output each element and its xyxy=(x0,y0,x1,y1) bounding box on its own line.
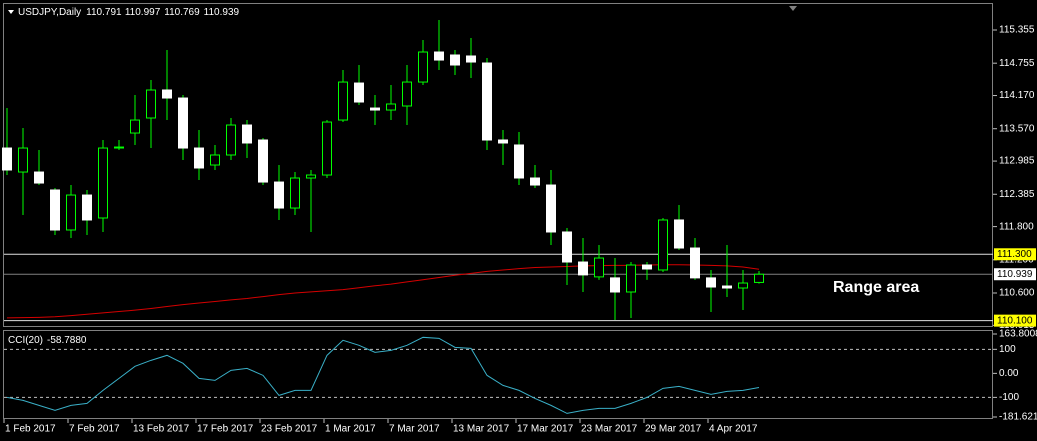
candle-body xyxy=(210,154,220,166)
menu-arrow xyxy=(8,10,14,14)
y-tick-label: 115.355 xyxy=(999,25,1035,36)
candle-body xyxy=(578,261,588,276)
candle-body xyxy=(354,82,364,103)
candle-body xyxy=(722,285,732,289)
candle-body xyxy=(514,144,524,179)
candle-body xyxy=(98,147,108,219)
x-tick-label: 4 Apr 2017 xyxy=(709,424,758,435)
x-tick-label: 13 Mar 2017 xyxy=(453,424,510,435)
y-tick-label: -100 xyxy=(999,392,1019,403)
candle-body xyxy=(530,177,540,186)
y-tick-label: 111.800 xyxy=(999,221,1034,232)
candle-body xyxy=(178,97,188,149)
candle-body xyxy=(258,139,268,183)
level-label-box xyxy=(994,314,1036,327)
cci-panel-frame xyxy=(3,330,993,419)
candle-body xyxy=(162,89,172,99)
y-tick-label: 113.570 xyxy=(999,123,1035,134)
candle-body xyxy=(2,147,12,171)
x-tick-label: 29 Mar 2017 xyxy=(645,424,702,435)
candle-body xyxy=(226,124,236,156)
y-tick-label: 112.985 xyxy=(999,156,1035,167)
x-tick-label: 1 Mar 2017 xyxy=(325,424,376,435)
candle-body xyxy=(594,257,604,278)
cci-title: CCI(20) xyxy=(8,335,43,346)
candle-body xyxy=(434,51,444,61)
candle-body xyxy=(610,277,620,293)
x-tick-label: 7 Feb 2017 xyxy=(69,424,120,435)
candle-body xyxy=(498,139,508,144)
chart-header: USDJPY,Daily 110.791 110.997 110.769 110.939 xyxy=(18,7,240,18)
y-tick-label: 110.600 xyxy=(999,288,1035,299)
candle-body xyxy=(274,181,284,209)
candle-body xyxy=(562,231,572,263)
candle-body xyxy=(642,264,652,270)
level-label-box xyxy=(994,248,1036,261)
x-tick-label: 13 Feb 2017 xyxy=(133,424,190,435)
level-label: 110.100 xyxy=(997,315,1033,326)
y-tick-label: -181.6217 xyxy=(999,412,1037,423)
header-open: 110.791 xyxy=(86,7,122,18)
candle-body xyxy=(386,103,396,111)
shift-marker xyxy=(789,6,797,11)
cci-current: -58.7880 xyxy=(47,335,87,346)
candle-body xyxy=(738,282,748,289)
candle-body xyxy=(114,146,124,149)
candle-body xyxy=(658,219,668,271)
candle-body xyxy=(626,264,636,293)
candle-body xyxy=(290,177,300,209)
cci-header: CCI(20) -58.7880 xyxy=(8,335,87,346)
x-tick-label: 23 Feb 2017 xyxy=(261,424,318,435)
candle-body xyxy=(370,107,380,111)
candle-body xyxy=(482,62,492,141)
candle-body xyxy=(146,89,156,119)
x-tick-label: 7 Mar 2017 xyxy=(389,424,440,435)
y-tick-label: 0.00 xyxy=(999,368,1019,379)
chart-title: USDJPY,Daily xyxy=(18,7,81,18)
y-tick-label: 112.385 xyxy=(999,189,1035,200)
candle-body xyxy=(82,194,92,221)
candle-body xyxy=(754,273,764,283)
y-tick-label: 100 xyxy=(999,344,1016,355)
candle-body xyxy=(690,247,700,279)
y-tick-label: 163.8008 xyxy=(999,329,1037,340)
annotation: Range area xyxy=(833,279,919,296)
candle-body xyxy=(130,119,140,134)
candle-body xyxy=(50,189,60,231)
candle-body xyxy=(322,121,332,176)
candle-body xyxy=(34,171,44,184)
candle-body xyxy=(450,54,460,66)
candle-body xyxy=(546,184,556,233)
header-low: 110.769 xyxy=(164,7,200,18)
candle-body xyxy=(466,55,476,63)
candle-body xyxy=(338,81,348,121)
candle-body xyxy=(242,124,252,144)
x-tick-label: 17 Feb 2017 xyxy=(197,424,254,435)
x-tick-label: 23 Mar 2017 xyxy=(581,424,638,435)
price-label: 110.939 xyxy=(997,269,1033,280)
candle-body xyxy=(306,174,316,179)
candle-body xyxy=(674,219,684,249)
candle-body xyxy=(402,81,412,107)
cci-line xyxy=(6,336,760,414)
header-high: 110.997 xyxy=(125,7,161,18)
level-label: 111.300 xyxy=(997,249,1032,260)
candle-body xyxy=(66,194,76,231)
candle-body xyxy=(706,277,716,288)
price-label-box xyxy=(994,268,1036,281)
y-tick-label: 114.170 xyxy=(999,90,1035,101)
y-tick-label: 114.755 xyxy=(999,58,1035,69)
header-close: 110.939 xyxy=(204,7,240,18)
x-tick-label: 17 Mar 2017 xyxy=(517,424,574,435)
candle-body xyxy=(18,147,28,173)
x-tick-label: 1 Feb 2017 xyxy=(5,424,56,435)
candle-body xyxy=(194,147,204,169)
candle-body xyxy=(418,51,428,83)
